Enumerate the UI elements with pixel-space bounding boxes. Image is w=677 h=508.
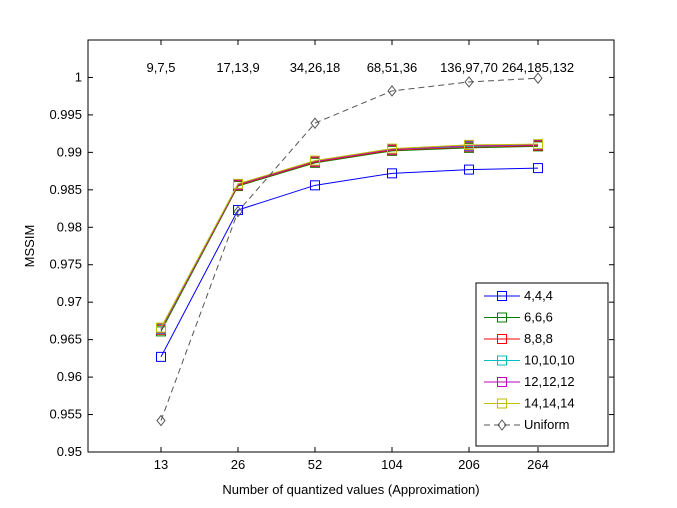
legend-marker [497,291,507,301]
series-line [160,167,539,358]
data-point [464,164,474,175]
y-tick-label: 0.98 [57,219,82,234]
y-tick-label: 0.975 [49,257,82,272]
annotation-label: 17,13,9 [216,60,259,75]
data-point [533,72,543,85]
legend: 4,4,4 6,6,6 8,8,8 10,10,10 12,12,12 14,14,14 U… [475,282,609,447]
series-1 [156,163,543,362]
x-axis-label: Number of quantized values (Approximatio… [222,482,479,497]
data-point [533,163,543,174]
legend-label: 6,6,6 [524,310,553,325]
legend-label: Uniform [524,417,570,432]
data-point [310,155,320,166]
data-point [387,85,397,97]
series-group [156,72,543,427]
legend-item: 8,8,8 [484,331,553,346]
data-point [156,322,166,333]
y-axis-label: MSSIM [22,225,37,268]
legend-label: 14,14,14 [524,396,575,411]
y-tick-label: 0.955 [49,407,82,422]
legend-item: 14,14,14 [484,396,575,411]
legend-marker [497,419,507,431]
x-tick-label: 26 [231,457,245,472]
legend-item: 12,12,12 [484,374,575,389]
data-point [233,205,243,216]
legend-label: 10,10,10 [524,353,575,368]
legend-marker [497,312,507,323]
y-tick-label: 0.965 [49,332,82,347]
data-point [233,205,243,218]
annotation-label: 136,97,70 [440,60,498,75]
data-point [310,180,320,191]
x-tick-label: 13 [154,457,168,472]
series-6 [156,139,543,333]
data-point [533,139,543,150]
x-tick-label: 264 [527,457,549,472]
x-tick-label: 52 [308,457,322,472]
x-tick-label: 104 [381,457,403,472]
legend-label: 8,8,8 [524,331,553,346]
legend-marker [497,355,507,366]
legend-marker [497,334,507,344]
legend-item: Uniform [484,417,570,432]
series-7 [156,72,543,427]
data-point [156,351,166,362]
data-point [233,178,243,189]
data-point [387,168,397,179]
x-tick-label: 206 [458,457,480,472]
data-point [310,117,320,129]
legend-item: 10,10,10 [484,353,575,368]
y-tick-label: 0.995 [49,107,82,122]
annotation-label: 264,185,132 [502,60,574,75]
series-line [160,77,539,421]
y-tick-label: 0.96 [57,369,82,384]
legend-marker [497,377,507,387]
data-point [464,139,474,150]
data-point [156,414,166,427]
y-tick-label: 0.985 [49,182,82,197]
y-tick-label: 0.99 [57,144,82,159]
y-tick-label: 0.97 [57,294,82,309]
x-axis: 13 26 52 104 206 264 [154,40,549,472]
series-line [160,143,539,328]
y-tick-label: 0.95 [57,444,82,459]
legend-label: 4,4,4 [524,288,553,303]
data-point [387,143,397,154]
annotation-group: 9,7,5 17,13,9 34,26,18 68,51,36 136,97,70 264… [147,60,575,75]
legend-marker [497,398,507,409]
y-tick-label: 1 [75,69,82,84]
legend-item: 4,4,4 [484,288,553,303]
legend-label: 12,12,12 [524,374,575,389]
annotation-label: 34,26,18 [290,60,341,75]
annotation-label: 9,7,5 [147,60,176,75]
y-axis: 0.95 0.955 0.96 0.965 0.97 0.975 0.98 0.985 0.99… [49,69,614,459]
data-point [464,76,474,88]
legend-item: 6,6,6 [484,310,553,325]
annotation-label: 68,51,36 [367,60,418,75]
